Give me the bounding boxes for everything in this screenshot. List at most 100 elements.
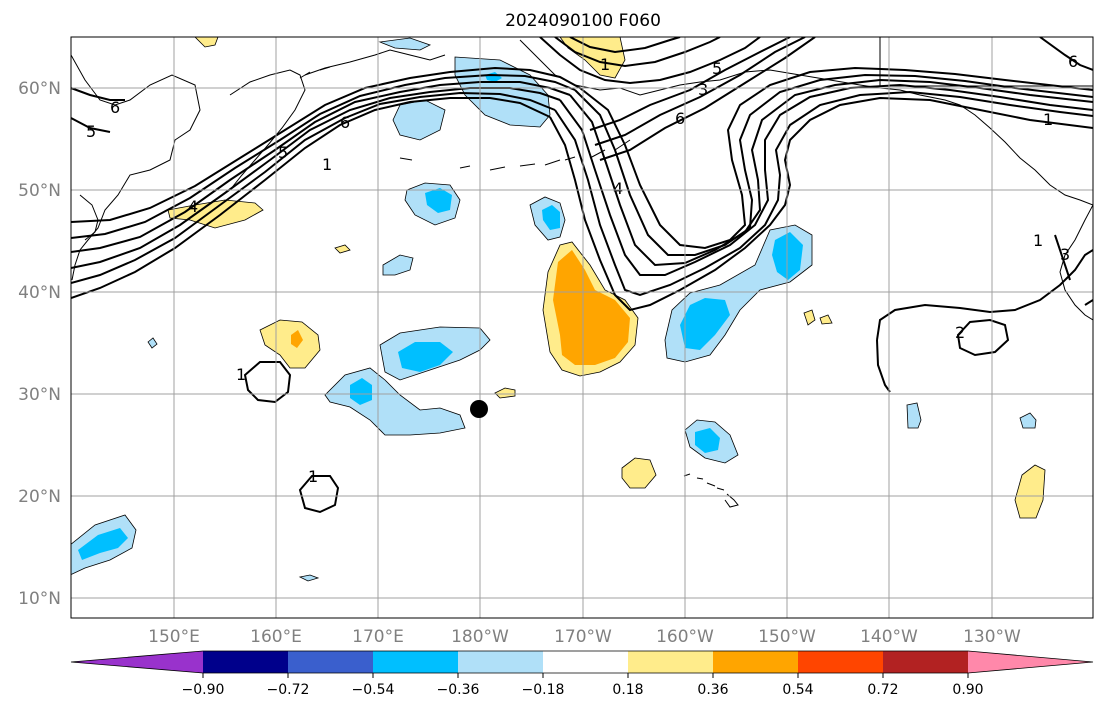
lon-label: 150°W <box>758 627 816 647</box>
colorbar-tick-label: 0.72 <box>867 682 898 698</box>
colorbar-segment <box>458 651 544 673</box>
contour-label: 4 <box>613 179 623 198</box>
shade-region <box>298 574 320 582</box>
shade-region <box>906 402 922 429</box>
lon-label: 130°W <box>963 627 1021 647</box>
contour-label: 6 <box>1068 52 1078 71</box>
shade-region <box>147 337 158 349</box>
contour-label: 6 <box>340 113 350 132</box>
lon-label: 180°W <box>451 627 509 647</box>
contour-label: 1 <box>1033 231 1043 250</box>
contour-line <box>1084 299 1093 306</box>
colorbar-tick-label: −0.90 <box>182 682 225 698</box>
lat-label: 60°N <box>18 79 61 99</box>
shade-region <box>392 99 446 141</box>
shade-region <box>378 37 432 51</box>
location-marker <box>470 400 488 418</box>
colorbar-tick-label: 0.36 <box>697 682 728 698</box>
contour-label: 1 <box>236 365 246 384</box>
colorbar-tick-label: −0.54 <box>352 682 395 698</box>
colorbar-segment <box>798 651 884 673</box>
contour-upper <box>594 37 806 146</box>
contour-closed <box>956 318 1010 357</box>
contour-upper <box>599 37 816 161</box>
map-frame <box>70 36 1094 619</box>
contour-label: 5 <box>712 59 722 78</box>
contour-upper <box>569 37 681 54</box>
coastline-kamchatka <box>229 69 306 191</box>
contour-line <box>71 117 111 133</box>
contour-jet-trough <box>554 90 1093 297</box>
contour-label: 4 <box>188 197 198 216</box>
aleutian-islands <box>299 66 631 171</box>
contour-label: 3 <box>1060 245 1070 264</box>
lon-label: 140°W <box>860 627 918 647</box>
contour-labels: 6 5 6 5 1 4 1 1 1 6 5 3 4 1 3 2 6 1 <box>86 52 1078 486</box>
shade-region <box>1019 412 1037 429</box>
contour-label: 2 <box>955 323 965 342</box>
contour-line <box>71 73 576 239</box>
contour-label: 1 <box>1043 110 1053 129</box>
shade-region <box>382 254 414 276</box>
contour-label: 5 <box>86 122 96 141</box>
shade-region <box>350 378 372 405</box>
contour-line <box>71 97 551 299</box>
colorbar-tick-label: 0.90 <box>952 682 983 698</box>
map-content: 6 5 6 5 1 4 1 1 1 6 5 3 4 1 3 2 6 1 <box>71 37 1093 618</box>
contour-jet-trough <box>574 73 1093 256</box>
shade-region <box>291 330 303 348</box>
shade-region <box>259 319 321 369</box>
lat-label: 20°N <box>18 487 61 507</box>
hawaii-islands <box>683 473 739 508</box>
lat-label: 30°N <box>18 385 61 405</box>
shade-region <box>334 244 351 254</box>
coastline-na-west <box>1059 204 1093 321</box>
lon-label: 170°E <box>352 627 404 647</box>
contour-line <box>1054 234 1071 281</box>
shade-region <box>194 37 219 48</box>
contour-label: 6 <box>110 98 120 117</box>
lat-label: 10°N <box>18 589 61 609</box>
shade-region <box>78 528 128 560</box>
contour-line <box>71 91 556 284</box>
contour-upper <box>539 37 761 85</box>
contour-line <box>71 87 125 101</box>
shade-region <box>494 387 516 399</box>
lat-label: 50°N <box>18 181 61 201</box>
shade-region <box>695 428 720 453</box>
contour-line <box>71 66 581 223</box>
contour-closed <box>876 249 1093 341</box>
shade-region <box>542 205 560 230</box>
colorbar-extend-high <box>968 651 1093 673</box>
contour-upper <box>554 37 721 68</box>
colorbar-segment <box>203 651 289 673</box>
colorbar-tick-label: −0.36 <box>437 682 480 698</box>
shade-region <box>621 457 657 489</box>
contour-label: 5 <box>278 143 288 162</box>
longitude-labels: 150°E 160°E 170°E 180°W 170°W 160°W 150°… <box>148 627 1021 647</box>
contour-jet-trough <box>569 78 1093 267</box>
contour-label: 1 <box>322 155 332 174</box>
gridlines <box>71 37 1093 618</box>
contour-jet-trough <box>549 96 1093 312</box>
contour-line <box>71 81 571 253</box>
colorbar-tick-label: 0.54 <box>782 682 813 698</box>
lon-label: 150°E <box>148 627 200 647</box>
anomaly-orange-areas <box>291 250 630 365</box>
contour-label: 1 <box>600 55 610 74</box>
shade-region <box>1014 464 1046 519</box>
colorbar-tick-label: 0.18 <box>612 682 643 698</box>
latitude-labels: 10°N 20°N 30°N 40°N 50°N 60°N <box>18 79 61 609</box>
contour-jet-trough <box>579 66 1093 250</box>
colorbar-segment <box>713 651 799 673</box>
colorbar-segment <box>373 651 459 673</box>
lat-label: 40°N <box>18 283 61 303</box>
colorbar-segment <box>628 651 714 673</box>
colorbar-segment <box>883 651 969 673</box>
colorbar-extend-low <box>71 651 203 673</box>
contour-label: 3 <box>698 80 708 99</box>
lon-label: 160°E <box>250 627 302 647</box>
colorbar-segment <box>543 651 629 673</box>
contour-label: 6 <box>675 109 685 128</box>
colorbar-segment <box>288 651 374 673</box>
